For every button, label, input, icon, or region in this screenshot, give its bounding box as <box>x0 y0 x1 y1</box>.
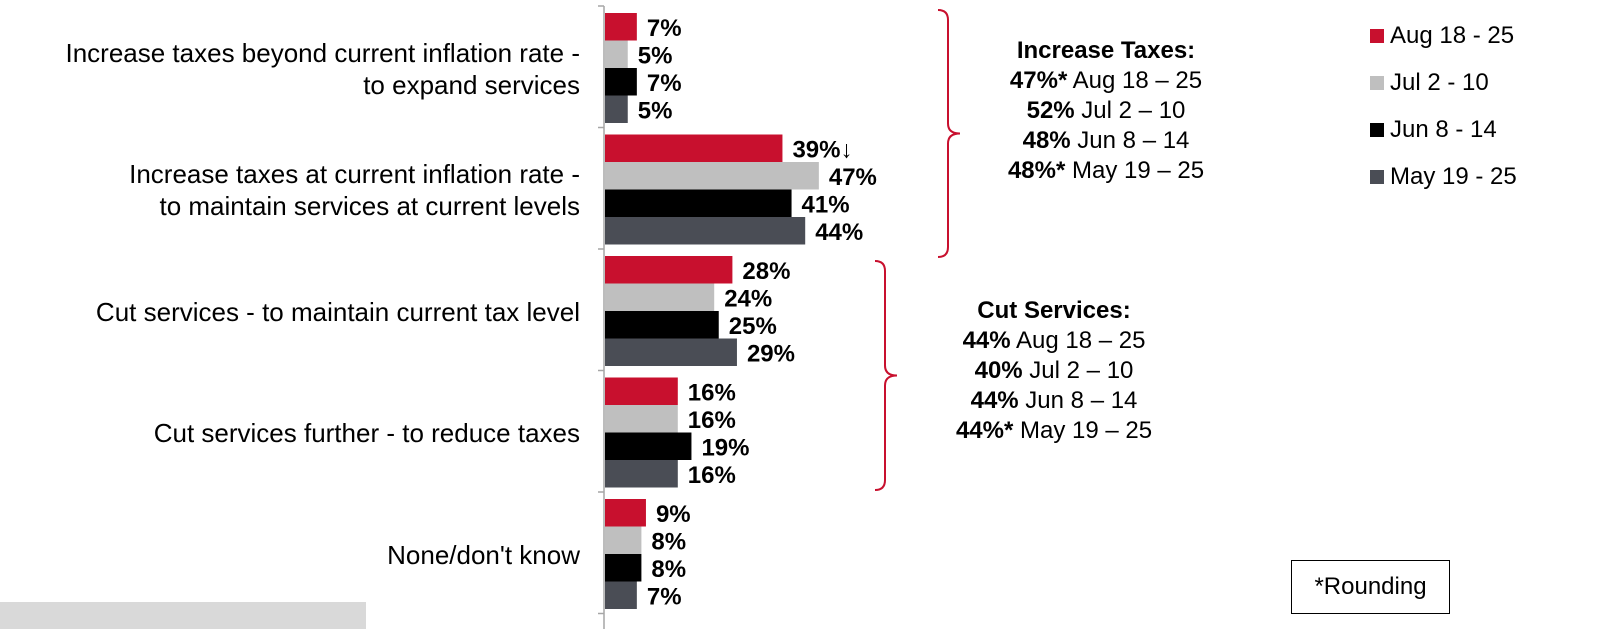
summary-row: 48%* May 19 – 25 <box>1007 157 1205 184</box>
summary-row: 40% Jul 2 – 10 <box>974 357 1134 384</box>
cut-services-summary-title: Cut Services: <box>977 297 1131 324</box>
increase-taxes-bracket <box>937 9 961 258</box>
bar <box>605 134 783 162</box>
bar-value-label: 28% <box>742 258 790 285</box>
legend-swatch <box>1370 75 1384 90</box>
bar <box>605 499 646 527</box>
bar-value-label: 16% <box>688 407 736 434</box>
bar <box>605 526 642 554</box>
category-label: Cut services - to maintain current tax l… <box>96 296 580 328</box>
bar <box>605 432 692 460</box>
category-label-line: to maintain services at current levels <box>159 191 580 222</box>
bar <box>605 162 819 190</box>
bar <box>605 377 678 405</box>
bar-value-label: 47% <box>829 164 877 191</box>
category-label: Increase taxes beyond current inflation … <box>65 37 580 101</box>
legend-swatch <box>1370 122 1384 137</box>
bar-value-label: 16% <box>688 379 736 406</box>
legend-label: May 19 - 25 <box>1390 162 1517 190</box>
bar-value-label: 7% <box>647 15 682 42</box>
bar-value-label: 25% <box>729 313 777 340</box>
bar-value-label: 29% <box>747 340 795 367</box>
category-label-line: None/don't know <box>387 539 580 570</box>
summary-row: 44% Aug 18 – 25 <box>962 327 1146 354</box>
category-label-line: to expand services <box>363 69 580 100</box>
bar <box>605 68 637 96</box>
bar-value-label: 8% <box>651 556 686 583</box>
legend-item: Jun 8 - 14 <box>1370 106 1517 153</box>
bar-value-label: 9% <box>656 501 691 528</box>
bar <box>605 460 678 488</box>
summary-row: 47%* Aug 18 – 25 <box>1009 67 1203 94</box>
bar <box>605 40 628 68</box>
summary-row: 48% Jun 8 – 14 <box>1022 127 1190 154</box>
cut-services-summary: Cut Services: 44% Aug 18 – 25 40% Jul 2 … <box>928 296 1180 446</box>
bar-value-label: 16% <box>688 462 736 489</box>
legend-label: Jun 8 - 14 <box>1390 115 1497 143</box>
category-label: Cut services further - to reduce taxes <box>154 417 580 449</box>
bar-value-label: 19% <box>701 434 749 461</box>
legend-label: Jul 2 - 10 <box>1390 68 1489 96</box>
bar <box>605 581 637 609</box>
legend-swatch <box>1370 28 1384 43</box>
bar <box>605 217 806 245</box>
bar-value-label: 7% <box>647 583 682 610</box>
bar <box>605 311 719 339</box>
category-label-line: Cut services - to maintain current tax l… <box>95 296 580 327</box>
summary-row: 44%* May 19 – 25 <box>955 417 1153 444</box>
category-label-line: Cut services further - to reduce taxes <box>153 418 580 449</box>
bar <box>605 95 628 123</box>
category-label-line: Increase taxes beyond current inflation … <box>65 37 580 68</box>
bar-value-label: 8% <box>651 528 686 555</box>
bar <box>605 338 737 366</box>
bar <box>605 256 733 284</box>
summary-row: 44% Jun 8 – 14 <box>970 387 1138 414</box>
increase-taxes-summary: Increase Taxes: 47%* Aug 18 – 25 52% Jul… <box>986 36 1226 186</box>
bar-value-label: 24% <box>724 285 772 312</box>
bar-value-label: 7% <box>647 70 682 97</box>
bar <box>605 554 642 582</box>
category-label: None/don't know <box>387 539 580 571</box>
rounding-footnote: *Rounding <box>1291 560 1450 614</box>
summary-row: 52% Jul 2 – 10 <box>1026 97 1186 124</box>
increase-taxes-summary-title: Increase Taxes: <box>1016 37 1196 64</box>
cut-services-bracket <box>874 260 898 491</box>
legend-item: Aug 18 - 25 <box>1370 12 1517 59</box>
bar <box>605 283 715 311</box>
bar-value-label: 39%↓ <box>792 136 852 163</box>
bar <box>605 189 792 217</box>
bar-value-label: 41% <box>802 191 850 218</box>
legend: Aug 18 - 25 Jul 2 - 10 Jun 8 - 14 May 19… <box>1370 12 1517 200</box>
bar-value-label: 5% <box>638 42 673 69</box>
legend-item: Jul 2 - 10 <box>1370 59 1517 106</box>
bar <box>605 13 637 41</box>
category-label-line: Increase taxes at current inflation rate… <box>129 159 580 190</box>
bar <box>605 405 678 433</box>
legend-swatch <box>1370 169 1384 184</box>
bar-value-label: 5% <box>638 97 673 124</box>
legend-label: Aug 18 - 25 <box>1390 21 1515 49</box>
legend-item: May 19 - 25 <box>1370 153 1517 200</box>
footer-strip <box>0 602 366 629</box>
category-label: Increase taxes at current inflation rate… <box>129 158 580 222</box>
bar-value-label: 44% <box>815 219 863 246</box>
